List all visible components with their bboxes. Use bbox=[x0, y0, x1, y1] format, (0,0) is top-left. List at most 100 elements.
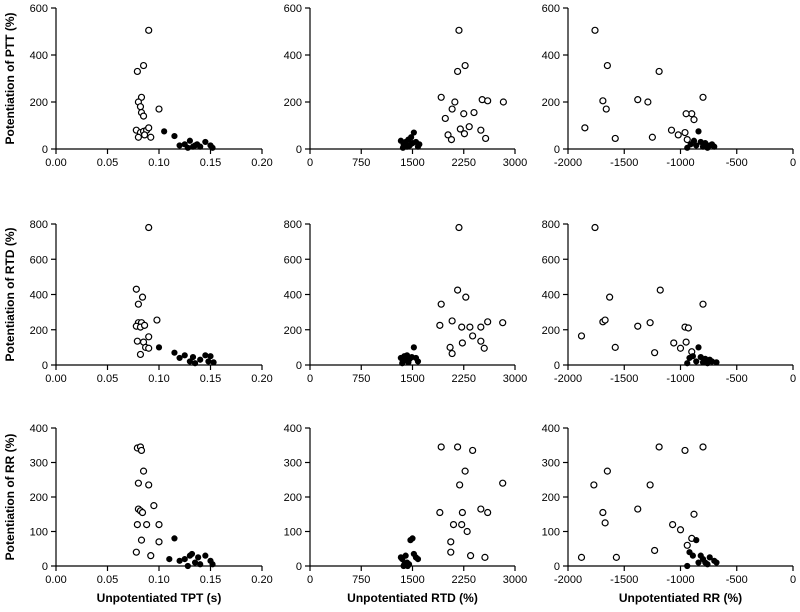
open-data-point bbox=[651, 349, 659, 357]
open-data-point bbox=[669, 520, 677, 529]
filled-data-point bbox=[191, 559, 199, 566]
y-tick-label: 200 bbox=[30, 97, 48, 109]
filled-data-point bbox=[410, 344, 417, 351]
open-data-point bbox=[133, 337, 141, 345]
open-data-point bbox=[458, 508, 466, 517]
scatter-panel-1-0: 0.00 0.05 0.10 0.15 0.20 0 200 400 600 800 Potenti… bbox=[3, 219, 273, 385]
filled-data-point bbox=[704, 561, 711, 568]
open-data-point bbox=[601, 316, 609, 324]
open-data-point bbox=[460, 130, 469, 138]
x-tick-label: -1000 bbox=[666, 373, 694, 385]
filled-data-point bbox=[181, 352, 188, 359]
x-tick-label: -1500 bbox=[610, 157, 638, 169]
x-tick-label: 750 bbox=[352, 373, 370, 385]
open-data-point bbox=[137, 536, 146, 544]
y-tick-label: 600 bbox=[284, 254, 302, 266]
x-tick-label: -1500 bbox=[610, 373, 638, 385]
open-data-point bbox=[590, 481, 598, 489]
open-data-point bbox=[603, 467, 611, 475]
y-tick-label: 200 bbox=[30, 325, 48, 337]
filled-data-point bbox=[176, 142, 183, 149]
y-tick-label: 200 bbox=[30, 492, 48, 504]
filled-data-point bbox=[202, 552, 209, 559]
x-tick-label: 0.10 bbox=[148, 373, 169, 385]
y-tick-label: 300 bbox=[30, 458, 48, 470]
y-tick-label: 100 bbox=[542, 527, 560, 539]
filled-data-point bbox=[399, 144, 407, 151]
open-data-point bbox=[458, 339, 466, 347]
x-tick-label: 0.05 bbox=[97, 157, 118, 169]
open-data-point bbox=[676, 526, 685, 534]
filled-data-point bbox=[695, 344, 702, 351]
open-data-point bbox=[676, 344, 685, 352]
open-data-point bbox=[447, 548, 455, 556]
open-data-point bbox=[466, 323, 474, 331]
x-tick-label: 0 bbox=[790, 574, 796, 586]
open-data-point bbox=[469, 332, 477, 340]
open-data-point bbox=[656, 286, 664, 294]
open-data-point bbox=[684, 324, 692, 332]
x-tick-label: 0.20 bbox=[251, 574, 272, 586]
open-data-point bbox=[481, 553, 489, 561]
open-data-point bbox=[477, 126, 485, 134]
open-data-point bbox=[670, 339, 678, 347]
open-data-point bbox=[455, 223, 463, 232]
open-data-point bbox=[603, 61, 611, 70]
x-tick-label: 750 bbox=[352, 574, 370, 586]
filled-data-point bbox=[399, 360, 406, 367]
y-tick-label: 600 bbox=[542, 3, 560, 15]
open-data-point bbox=[133, 520, 141, 529]
open-data-point bbox=[436, 508, 444, 517]
open-data-point bbox=[451, 98, 459, 106]
open-data-point bbox=[134, 133, 142, 141]
open-data-point bbox=[681, 128, 689, 137]
open-data-point bbox=[448, 317, 456, 325]
filled-data-point bbox=[693, 537, 700, 544]
filled-data-point bbox=[176, 557, 183, 564]
scatter-panel-0-2: -2000 -1500 -1000 -500 0 0 200 400 600 bbox=[542, 3, 796, 169]
x-tick-label: 0.05 bbox=[97, 373, 118, 385]
filled-data-point bbox=[197, 561, 204, 568]
open-data-point bbox=[155, 520, 163, 529]
open-data-point bbox=[699, 300, 707, 308]
open-data-point bbox=[132, 548, 140, 556]
y-tick-label: 800 bbox=[30, 219, 48, 231]
open-data-point bbox=[140, 131, 149, 139]
y-tick-label: 0 bbox=[42, 144, 48, 156]
x-tick-label: 0.20 bbox=[251, 157, 272, 169]
open-data-point bbox=[437, 300, 445, 308]
open-data-point bbox=[644, 98, 652, 106]
open-data-point bbox=[454, 67, 462, 76]
open-data-point bbox=[651, 546, 659, 555]
open-data-point bbox=[591, 223, 599, 232]
x-tick-label: -1000 bbox=[666, 574, 694, 586]
open-data-point bbox=[145, 344, 153, 352]
open-data-point bbox=[138, 508, 147, 517]
y-tick-label: 800 bbox=[284, 219, 302, 231]
open-data-point bbox=[611, 343, 619, 351]
filled-data-point bbox=[414, 556, 422, 563]
y-tick-label: 200 bbox=[542, 325, 560, 337]
x-tick-label: -1000 bbox=[666, 157, 694, 169]
y-tick-label: 200 bbox=[284, 325, 302, 337]
filled-data-point bbox=[408, 134, 415, 141]
open-data-point bbox=[437, 93, 445, 101]
y-tick-label: 0 bbox=[554, 360, 560, 372]
x-tick-label: 2250 bbox=[452, 574, 476, 586]
filled-data-point bbox=[209, 144, 216, 151]
filled-data-point bbox=[689, 353, 696, 360]
y-tick-label: 400 bbox=[284, 290, 302, 302]
open-data-point bbox=[132, 285, 140, 293]
scatter-panel-1-1: 0 750 1500 2250 3000 0 200 400 600 800 bbox=[284, 219, 528, 385]
x-tick-label: 0.00 bbox=[45, 373, 66, 385]
y-tick-label: 600 bbox=[284, 3, 302, 15]
open-data-point bbox=[599, 97, 607, 105]
open-data-point bbox=[611, 134, 619, 143]
y-tick-label: 0 bbox=[42, 561, 48, 573]
open-data-point bbox=[454, 443, 462, 451]
open-data-point bbox=[484, 97, 492, 105]
x-tick-label: 0.15 bbox=[200, 157, 221, 169]
open-data-point bbox=[482, 134, 490, 143]
open-data-point bbox=[155, 538, 163, 546]
filled-data-point bbox=[155, 344, 163, 351]
